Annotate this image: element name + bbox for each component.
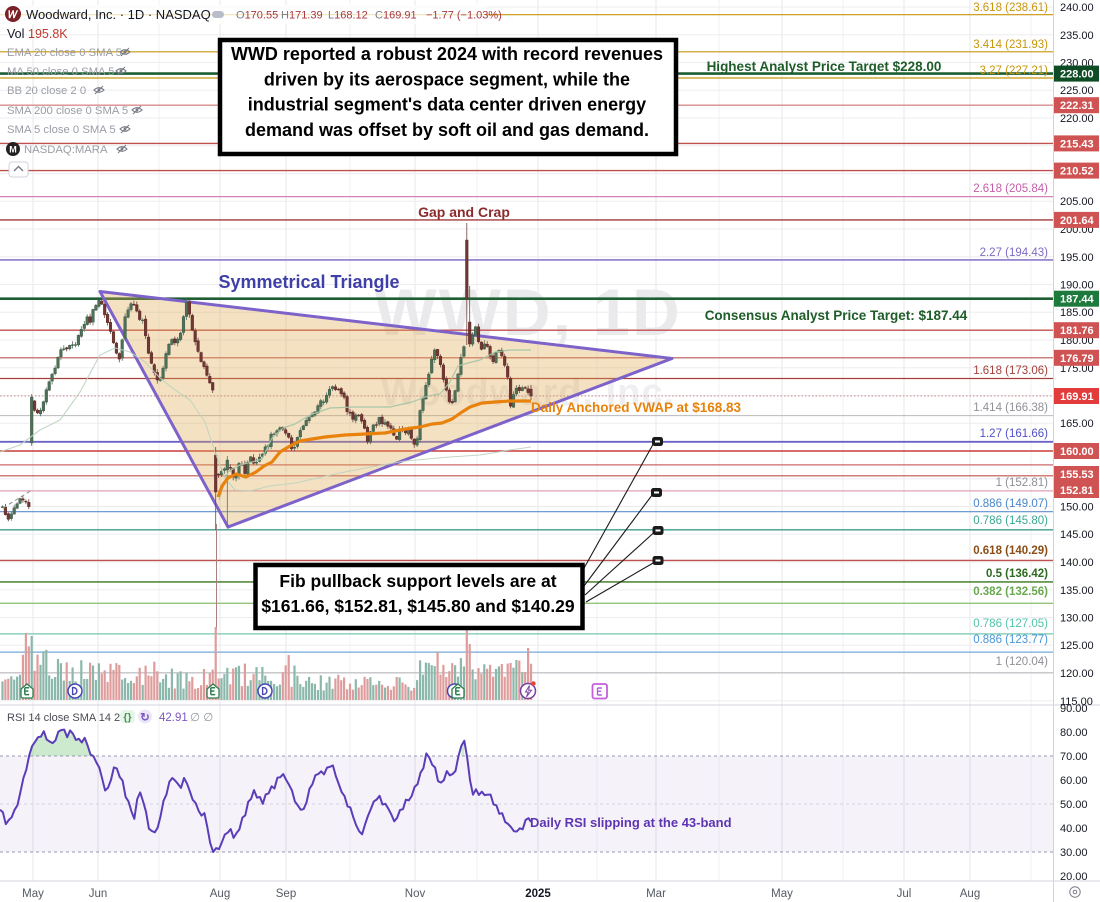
svg-text:Aug: Aug — [960, 888, 980, 900]
svg-text:215.43: 215.43 — [1060, 138, 1094, 150]
svg-text:181.76: 181.76 — [1060, 325, 1094, 337]
svg-text:0.886 (149.07): 0.886 (149.07) — [973, 498, 1048, 510]
svg-text:L168.12: L168.12 — [328, 10, 368, 22]
svg-text:0.786 (145.80): 0.786 (145.80) — [973, 515, 1048, 527]
svg-text:42.91: 42.91 — [159, 712, 188, 724]
svg-text:Fib pullback support levels ar: Fib pullback support levels are at — [279, 571, 556, 591]
svg-text:EMA 20 close 0 SMA 5: EMA 20 close 0 SMA 5 — [7, 47, 122, 59]
svg-text:160.00: 160.00 — [1060, 446, 1094, 458]
svg-text:135.00: 135.00 — [1060, 585, 1094, 597]
svg-text:140.00: 140.00 — [1060, 557, 1094, 569]
svg-text:115.00: 115.00 — [1060, 696, 1093, 708]
svg-text:187.44: 187.44 — [1060, 294, 1095, 306]
svg-text:demand was offset by soft oil: demand was offset by soft oil and gas de… — [245, 120, 649, 140]
svg-text:222.31: 222.31 — [1060, 100, 1094, 112]
svg-text:RSI 14 close SMA 14 2: RSI 14 close SMA 14 2 — [7, 712, 120, 724]
svg-text:20.00: 20.00 — [1060, 871, 1088, 883]
svg-text:1.618 (173.06): 1.618 (173.06) — [973, 365, 1048, 377]
svg-text:205.00: 205.00 — [1060, 196, 1094, 208]
svg-text:WWD reported a robust 2024 wit: WWD reported a robust 2024 with record r… — [231, 44, 663, 64]
svg-text:↻: ↻ — [140, 712, 150, 724]
svg-text:Sep: Sep — [276, 888, 296, 900]
svg-text:Mar: Mar — [646, 888, 666, 900]
svg-text:Vol: Vol — [7, 27, 24, 41]
svg-text:176.79: 176.79 — [1060, 353, 1094, 365]
svg-text:195.00: 195.00 — [1060, 252, 1094, 264]
svg-text:driven by its aerospace segmen: driven by its aerospace segment, while t… — [264, 69, 630, 89]
svg-text:{}: {} — [123, 712, 131, 724]
svg-text:Symmetrical Triangle: Symmetrical Triangle — [218, 272, 399, 292]
svg-text:155.53: 155.53 — [1060, 469, 1094, 481]
svg-text:2.27 (194.43): 2.27 (194.43) — [980, 247, 1049, 259]
svg-text:152.81: 152.81 — [1060, 485, 1094, 497]
svg-text:Consensus Analyst Price Target: Consensus Analyst Price Target: $187.44 — [705, 308, 968, 323]
svg-text:H171.39: H171.39 — [281, 10, 323, 22]
svg-text:3.414 (231.93): 3.414 (231.93) — [973, 39, 1048, 51]
svg-text:3.27 (227.21): 3.27 (227.21) — [980, 65, 1049, 77]
svg-text:0.618 (140.29): 0.618 (140.29) — [973, 545, 1048, 557]
svg-text:0.382 (132.56): 0.382 (132.56) — [973, 586, 1048, 598]
svg-text:210.52: 210.52 — [1060, 166, 1094, 178]
svg-text:1 (120.04): 1 (120.04) — [996, 656, 1049, 668]
svg-text:150.00: 150.00 — [1060, 502, 1094, 514]
svg-text:0.786 (127.05): 0.786 (127.05) — [973, 618, 1048, 630]
svg-text:145.00: 145.00 — [1060, 529, 1094, 541]
svg-text:30.00: 30.00 — [1060, 847, 1088, 859]
svg-text:Jul: Jul — [897, 888, 912, 900]
svg-text:WWD, 1D: WWD, 1D — [374, 275, 681, 349]
svg-text:BB 20 close 2 0: BB 20 close 2 0 — [7, 85, 86, 97]
svg-text:C169.91: C169.91 — [375, 10, 417, 22]
svg-text:$161.66, $152.81, $145.80 and: $161.66, $152.81, $145.80 and $140.29 — [261, 596, 575, 616]
svg-text:Aug: Aug — [210, 888, 230, 900]
svg-text:195.8K: 195.8K — [28, 27, 68, 41]
svg-text:Jun: Jun — [89, 888, 108, 900]
svg-text:225.00: 225.00 — [1060, 85, 1094, 97]
svg-text:SMA 5 close 0 SMA 5: SMA 5 close 0 SMA 5 — [7, 124, 116, 136]
svg-text:𝑊: 𝑊 — [8, 9, 18, 21]
svg-text:1.414 (166.38): 1.414 (166.38) — [973, 402, 1048, 414]
svg-text:SMA 200 close 0 SMA 5: SMA 200 close 0 SMA 5 — [7, 105, 128, 117]
svg-text:90.00: 90.00 — [1060, 703, 1088, 715]
svg-text:2.618 (205.84): 2.618 (205.84) — [973, 183, 1048, 195]
svg-text:May: May — [22, 888, 44, 900]
svg-text:120.00: 120.00 — [1060, 668, 1094, 680]
svg-text:70.00: 70.00 — [1060, 751, 1088, 763]
svg-text:Daily RSI slipping at the 43-b: Daily RSI slipping at the 43-band — [530, 815, 732, 830]
svg-text:169.91: 169.91 — [1060, 391, 1094, 403]
svg-text:Gap and Crap: Gap and Crap — [418, 204, 510, 220]
svg-text:NASDAQ:MARA: NASDAQ:MARA — [24, 144, 108, 156]
svg-text:3.618 (238.61): 3.618 (238.61) — [973, 2, 1048, 14]
svg-text:130.00: 130.00 — [1060, 613, 1094, 625]
svg-text:80.00: 80.00 — [1060, 727, 1088, 739]
svg-text:185.00: 185.00 — [1060, 307, 1094, 319]
svg-text:1.27 (161.66): 1.27 (161.66) — [980, 428, 1049, 440]
svg-text:240.00: 240.00 — [1060, 2, 1094, 14]
svg-text:M: M — [9, 145, 17, 155]
svg-text:50.00: 50.00 — [1060, 799, 1088, 811]
svg-text:1 (152.81): 1 (152.81) — [996, 477, 1049, 489]
svg-text:Highest Analyst Price Target $: Highest Analyst Price Target $228.00 — [707, 59, 942, 74]
svg-text:190.00: 190.00 — [1060, 280, 1094, 292]
svg-text:May: May — [771, 888, 793, 900]
svg-text:Woodward, Inc. · 1D · NASDAQ: Woodward, Inc. · 1D · NASDAQ — [26, 7, 211, 22]
svg-text:industrial segment's data cent: industrial segment's data center driven … — [248, 95, 646, 115]
svg-text:0.5 (136.42): 0.5 (136.42) — [986, 568, 1048, 580]
svg-text:60.00: 60.00 — [1060, 775, 1088, 787]
svg-text:0.886 (123.77): 0.886 (123.77) — [973, 634, 1048, 646]
svg-text:O170.55: O170.55 — [236, 10, 278, 22]
svg-text:∅ ∅: ∅ ∅ — [190, 712, 213, 724]
svg-text:−1.77 (−1.03%): −1.77 (−1.03%) — [426, 10, 502, 22]
svg-text:Daily Anchored VWAP at $168.83: Daily Anchored VWAP at $168.83 — [531, 400, 742, 415]
svg-text:201.64: 201.64 — [1060, 215, 1095, 227]
svg-text:40.00: 40.00 — [1060, 823, 1088, 835]
svg-text:220.00: 220.00 — [1060, 113, 1094, 125]
svg-text:235.00: 235.00 — [1060, 30, 1094, 42]
svg-text:125.00: 125.00 — [1060, 640, 1094, 652]
svg-text:228.00: 228.00 — [1060, 69, 1094, 81]
svg-text:165.00: 165.00 — [1060, 418, 1094, 430]
svg-text:Nov: Nov — [405, 888, 426, 900]
svg-text:2025: 2025 — [525, 888, 551, 900]
svg-text:MA 50 close 0 SMA 5: MA 50 close 0 SMA 5 — [7, 66, 114, 78]
